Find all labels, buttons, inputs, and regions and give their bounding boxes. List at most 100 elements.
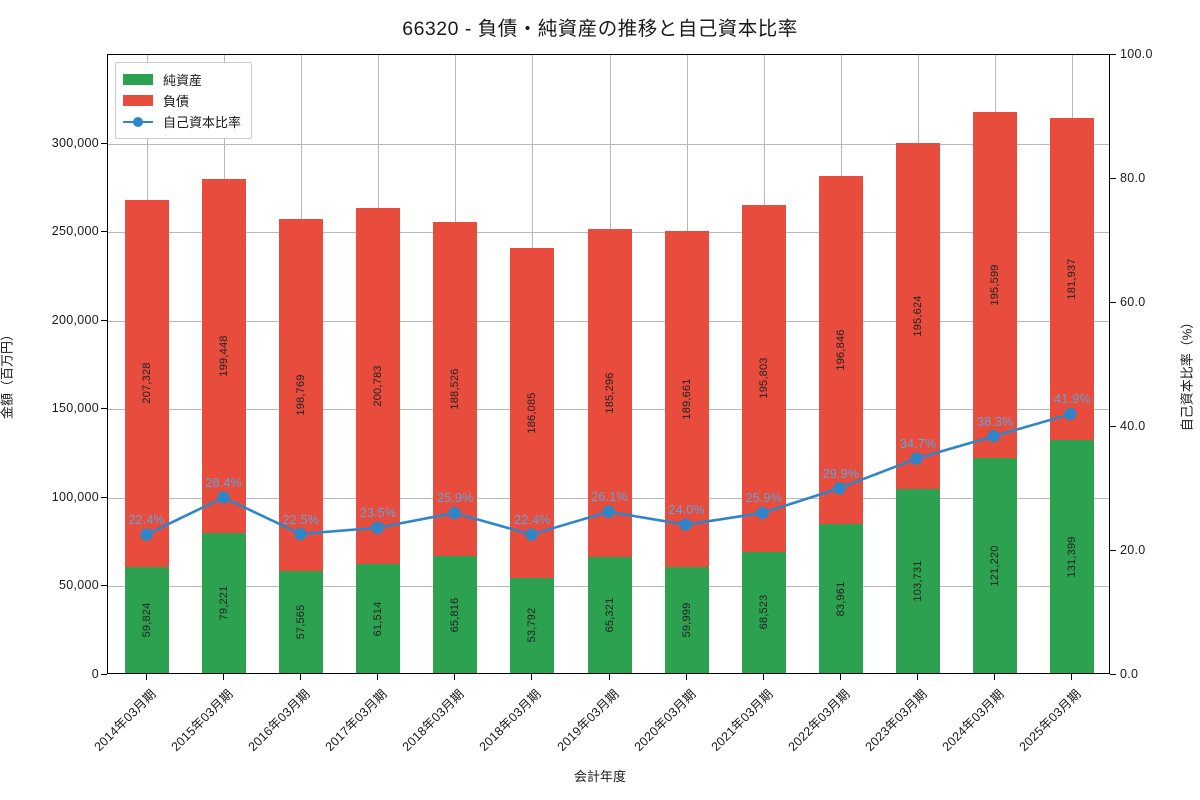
bar-value-label-equity: 59,999 [680,602,693,638]
bar-segment-equity[interactable]: 59,999 [664,566,709,673]
bar-value-label-debt: 199,448 [217,335,230,377]
bar-segment-equity[interactable]: 65,321 [587,557,632,673]
bar-segment-equity[interactable]: 79,221 [201,532,246,673]
y-axis-tick-mark-left [101,231,107,233]
bar-group[interactable]: 57,565 198,769 [278,218,323,673]
bar-segment-equity[interactable]: 103,731 [896,489,941,673]
ratio-value-label: 22.4% [128,513,165,528]
ratio-value-label: 38.3% [977,414,1014,429]
bar-group[interactable]: 65,816 188,526 [433,222,478,673]
y-axis-tick-label-left: 300,000 [51,135,99,150]
bar-value-label-equity: 65,816 [449,597,462,633]
y-axis-tick-label-left: 200,000 [51,312,99,327]
bar-group[interactable]: 83,961 196,846 [818,175,863,673]
bar-group[interactable]: 59,824 207,328 [124,199,169,673]
y-axis-tick-mark-left [101,319,107,321]
x-axis-tick-label: 2015年03月期 [168,686,236,755]
y-axis-tick-mark-left [101,585,107,587]
y-axis-tick-mark-right [1110,426,1116,427]
y-axis-tick-label-right: 20.0 [1120,543,1146,557]
y-axis-tick-label-right: 60.0 [1120,295,1146,309]
chart-title: 66320 - 負債・純資産の推移と自己資本比率 [402,18,798,40]
bar-segment-equity[interactable]: 65,816 [433,556,478,673]
legend-swatch-debt-icon [123,95,153,106]
x-axis-tick-label: 2017年03月期 [322,686,390,755]
gridline-horizontal [108,143,1109,145]
y-axis-tick-mark-left [101,408,107,410]
bar-value-label-debt: 195,624 [912,295,925,337]
ratio-value-label: 25.9% [745,491,783,506]
bar-segment-equity[interactable]: 59,824 [124,567,169,673]
y-axis-tick-mark-right [1110,674,1116,675]
ratio-value-label: 34.7% [899,436,937,451]
legend-label-debt: 負債 [163,94,190,109]
x-axis-tick-mark [917,674,918,680]
bar-group[interactable]: 59,999 189,661 [664,230,709,673]
x-axis-tick-mark [609,674,610,680]
x-axis-tick-label: 2021年03月期 [708,686,776,755]
bar-value-label-equity: 53,792 [526,607,539,643]
bar-group[interactable]: 53,792 186,085 [510,248,555,673]
y-axis-label-left: 金額（百万円） [0,327,15,420]
bar-group[interactable]: 79,221 199,448 [201,179,246,673]
bar-value-label-equity: 61,514 [372,601,385,636]
bar-segment-debt[interactable]: 207,328 [124,199,169,568]
bar-segment-debt[interactable]: 185,296 [587,229,632,558]
plot-inner: 59,824 207,328 79,221 199,448 57,565 198,769 6… [108,55,1109,673]
bar-segment-debt[interactable]: 195,599 [973,111,1018,459]
bar-group[interactable]: 131,399 181,937 [1050,117,1095,673]
bar-value-label-debt: 181,937 [1066,258,1079,300]
x-axis-tick-label: 2022年03月期 [785,686,853,755]
x-axis-tick-mark [146,674,147,680]
legend-item-equity-ratio[interactable]: 自己資本比率 [123,111,241,132]
y-axis-tick-label-left: 150,000 [51,401,99,416]
bar-segment-equity[interactable]: 53,792 [510,577,555,673]
bar-segment-debt[interactable]: 188,526 [433,222,478,557]
y-axis-label-right: 自己資本比率（%） [1179,315,1195,432]
bar-value-label-debt: 207,328 [140,362,153,404]
bar-segment-equity[interactable]: 61,514 [356,564,401,673]
chart-legend: 純資産 負債 自己資本比率 [115,62,253,139]
x-axis-tick-label: 2023年03月期 [862,686,930,755]
bar-segment-equity[interactable]: 121,220 [973,458,1018,673]
bar-group[interactable]: 103,731 195,624 [896,142,941,673]
ratio-value-label: 24.0% [668,503,705,518]
bar-value-label-debt: 185,296 [603,372,616,414]
bar-segment-equity[interactable]: 83,961 [818,524,863,673]
bar-group[interactable]: 65,321 185,296 [587,229,632,673]
legend-item-debt[interactable]: 負債 [123,90,241,111]
bar-value-label-equity: 131,399 [1066,536,1079,578]
bar-group[interactable]: 121,220 195,599 [973,111,1018,673]
bar-group[interactable]: 68,523 195,803 [741,204,786,673]
bar-segment-debt[interactable]: 186,085 [510,248,555,578]
ratio-value-label: 22.4% [514,513,551,528]
ratio-value-label: 41.9% [1054,392,1091,407]
x-axis-label: 会計年度 [573,769,626,784]
legend-line-marker-icon [123,116,153,127]
y-axis-tick-label-right: 100.0 [1120,47,1153,61]
legend-item-equity[interactable]: 純資産 [123,69,241,90]
ratio-value-label: 23.5% [359,506,397,521]
x-axis-tick-label: 2014年03月期 [91,686,159,755]
bar-segment-equity[interactable]: 68,523 [741,551,786,673]
bar-segment-debt[interactable]: 181,937 [1050,117,1095,441]
x-axis-tick-label: 2019年03月期 [554,686,622,755]
ratio-value-label: 25.9% [436,491,474,506]
y-axis-tick-label-left: 50,000 [58,578,99,593]
bar-segment-equity[interactable]: 57,565 [278,571,323,673]
ratio-value-label: 26.1% [591,490,628,505]
x-axis-tick-label: 2016年03月期 [245,686,313,755]
y-axis-tick-mark-right [1110,302,1116,303]
bar-value-label-equity: 103,731 [912,560,925,602]
y-axis-tick-label-left: 250,000 [51,224,99,239]
bar-segment-equity[interactable]: 131,399 [1050,440,1095,673]
legend-label-equity: 純資産 [163,73,203,88]
x-axis-tick-mark [377,674,378,680]
bar-value-label-debt: 195,599 [989,264,1002,306]
bar-value-label-debt: 186,085 [526,392,539,434]
bar-group[interactable]: 61,514 200,783 [356,208,401,673]
x-axis-tick-mark [686,674,687,680]
x-axis-tick-mark [1071,674,1072,680]
bar-value-label-debt: 189,661 [680,378,693,420]
